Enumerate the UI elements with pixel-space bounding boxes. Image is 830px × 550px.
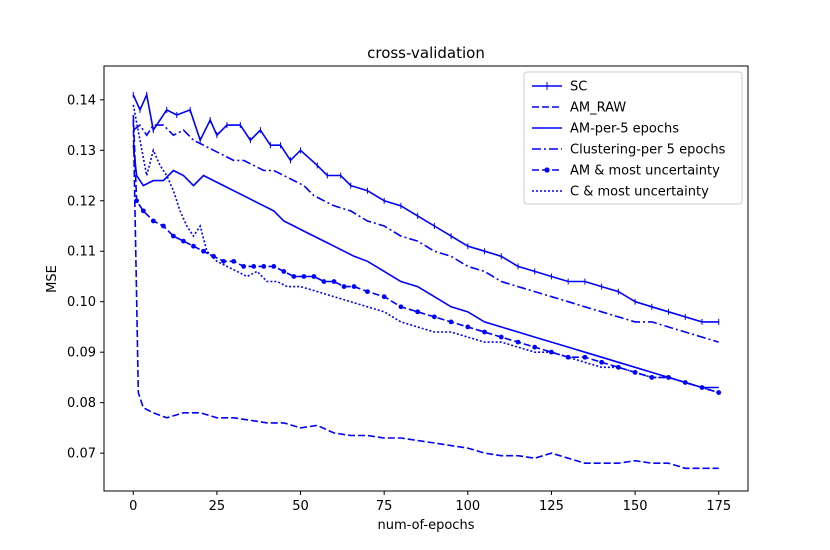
series-sc: [132, 91, 720, 325]
y-tick-label: 0.13: [67, 144, 96, 159]
y-tick-label: 0.11: [67, 245, 96, 260]
legend: SC AM_RAW AM-per-5 epochs Clustering-per 5 …: [523, 71, 743, 205]
series-c-most-uncertainty: [132, 104, 719, 394]
data-point: [134, 198, 140, 204]
legend-label: AM & most uncertainty: [570, 164, 720, 179]
data-point: [281, 269, 287, 274]
y-tick-label: 0.12: [67, 194, 96, 209]
data-point: [181, 238, 186, 244]
data-point: [150, 218, 156, 224]
data-point: [431, 314, 437, 320]
x-axis-label: num-of-epochs: [378, 518, 475, 533]
legend-item: AM-per-5 epochs: [532, 122, 679, 137]
legend-item: C & most uncertainty: [532, 185, 709, 200]
legend-item: Clustering-per 5 epochs: [532, 143, 726, 158]
data-point: [321, 279, 327, 284]
x-tick-label: 175: [706, 499, 731, 514]
x-tick-label: 50: [292, 499, 309, 514]
data-point: [140, 208, 146, 214]
data-point: [311, 274, 317, 279]
legend-label: SC: [570, 80, 587, 95]
x-axis: 0 25 50 75 100 125 150 175: [129, 491, 731, 514]
x-tick-label: 0: [129, 499, 137, 514]
legend-label: Clustering-per 5 epochs: [570, 143, 726, 158]
chart-title: cross-validation: [367, 44, 485, 62]
data-point: [582, 354, 588, 360]
x-tick-label: 150: [623, 499, 648, 514]
plot-frame: [103, 65, 749, 492]
series-line: [132, 114, 719, 394]
data-point: [365, 289, 370, 295]
data-point: [381, 294, 387, 300]
x-tick-label: 100: [455, 499, 480, 514]
series-line: [132, 145, 719, 389]
data-point: [341, 284, 347, 289]
data-point: [301, 274, 307, 279]
data-point: [448, 319, 454, 325]
legend-item: SC: [532, 80, 587, 95]
data-point: [201, 248, 206, 254]
data-point: [291, 274, 297, 279]
data-point: [666, 375, 671, 380]
series-line: [132, 104, 719, 394]
data-point: [211, 253, 216, 259]
legend-label: AM-per-5 epochs: [570, 122, 679, 137]
data-point: [160, 223, 166, 229]
y-tick-label: 0.14: [67, 93, 96, 108]
series-clustering-per-5-epochs: [132, 123, 719, 343]
x-tick-label: 75: [376, 499, 393, 514]
data-point: [351, 284, 357, 289]
legend-label: AM_RAW: [570, 101, 626, 116]
y-axis-label: MSE: [45, 265, 60, 293]
data-point: [261, 263, 267, 269]
series-am-raw: [132, 119, 719, 470]
data-point: [615, 364, 621, 370]
y-axis: 0.07 0.08 0.09 0.10 0.11 0.12 0.13 0.14: [67, 93, 104, 462]
data-point: [415, 309, 421, 315]
legend-box: [523, 71, 743, 205]
legend-item: AM_RAW: [532, 101, 626, 116]
y-tick-label: 0.08: [67, 396, 96, 411]
data-point: [465, 324, 471, 330]
data-point: [271, 263, 277, 269]
data-point: [171, 233, 176, 239]
series-line: [132, 92, 719, 323]
data-point: [515, 339, 521, 345]
y-tick-label: 0.09: [67, 346, 96, 361]
data-point: [716, 390, 722, 395]
data-point: [221, 258, 227, 264]
data-point: [532, 344, 538, 350]
legend-item: AM & most uncertainty: [532, 164, 720, 179]
x-tick-label: 25: [209, 499, 226, 514]
data-point: [398, 304, 404, 310]
legend-label: C & most uncertainty: [570, 185, 709, 200]
data-point: [251, 263, 257, 269]
y-tick-label: 0.10: [67, 295, 96, 310]
data-point: [482, 329, 487, 335]
series-am-per-5-epochs: [132, 145, 719, 389]
data-point: [599, 359, 605, 365]
plot-area: [132, 91, 722, 470]
data-point: [241, 263, 247, 269]
x-tick-label: 125: [539, 499, 564, 514]
y-tick-label: 0.07: [67, 447, 96, 462]
data-point: [191, 243, 196, 249]
series-line: [132, 119, 719, 470]
data-point: [331, 279, 337, 284]
series-line: [132, 123, 719, 343]
data-point: [231, 258, 237, 264]
data-point: [498, 334, 504, 340]
